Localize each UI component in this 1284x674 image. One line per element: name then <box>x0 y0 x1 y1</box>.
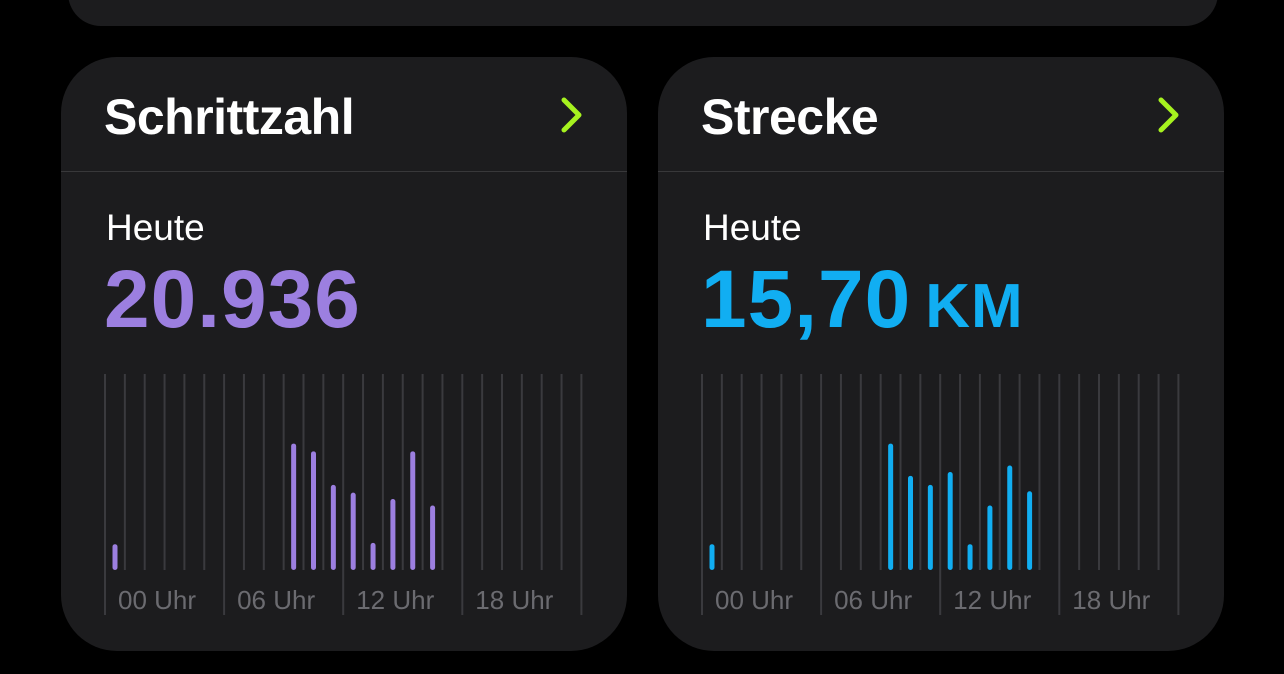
bar-hour-10 <box>311 451 316 570</box>
x-tick-label: 00 Uhr <box>715 585 793 615</box>
card-header[interactable]: Strecke <box>658 57 1224 172</box>
bar-hour-11 <box>927 484 933 570</box>
x-tick-label: 06 Uhr <box>834 585 912 615</box>
bar-hour-13 <box>370 542 376 570</box>
steps-chart: 00 Uhr 06 Uhr 12 Uhr 18 Uhr <box>104 374 583 615</box>
bar-hour-9 <box>888 443 894 570</box>
distance-value: 15,70 KM <box>701 253 1024 347</box>
value-number: 20.936 <box>104 254 361 345</box>
bar-hour-11 <box>330 484 336 570</box>
period-label: Heute <box>703 207 802 248</box>
bar-hour-12 <box>947 471 953 570</box>
x-tick-label: 12 Uhr <box>953 585 1031 615</box>
chevron-right-icon[interactable] <box>559 96 585 134</box>
bar-hour-14 <box>987 505 993 570</box>
bar-hour-14 <box>390 499 396 570</box>
x-tick-label: 12 Uhr <box>356 585 434 615</box>
value-unit: KM <box>925 272 1024 341</box>
steps-value: 20.936 <box>104 253 361 347</box>
bar-hour-0 <box>709 544 715 570</box>
chevron-right-icon[interactable] <box>1156 96 1182 134</box>
x-tick-label: 18 Uhr <box>1072 585 1150 615</box>
bar-hour-12 <box>350 492 356 570</box>
card-title: Strecke <box>701 89 879 145</box>
bar-hour-10 <box>908 475 913 570</box>
bar-hour-13 <box>967 544 973 570</box>
previous-card[interactable] <box>68 0 1218 26</box>
bar-hour-16 <box>430 505 436 570</box>
distance-chart: 00 Uhr 06 Uhr 12 Uhr 18 Uhr <box>701 374 1180 615</box>
card-header[interactable]: Schrittzahl <box>61 57 627 172</box>
x-tick-label: 18 Uhr <box>475 585 553 615</box>
value-number: 15,70 <box>701 254 912 345</box>
bar-hour-9 <box>291 443 297 570</box>
card-title: Schrittzahl <box>104 89 355 145</box>
bar-hour-16 <box>1027 491 1033 570</box>
x-tick-label: 06 Uhr <box>237 585 315 615</box>
x-tick-label: 00 Uhr <box>118 585 196 615</box>
bar-hour-15 <box>1007 465 1013 570</box>
steps-card[interactable]: Schrittzahl Heute 20.936 00 Uhr 06 Uhr 12 … <box>61 57 627 651</box>
bar-hour-0 <box>112 544 118 570</box>
bar-hour-15 <box>410 451 416 570</box>
period-label: Heute <box>106 207 205 248</box>
distance-card[interactable]: Strecke Heute 15,70 KM 00 Uhr 06 Uhr 12 Uhr… <box>658 57 1224 651</box>
